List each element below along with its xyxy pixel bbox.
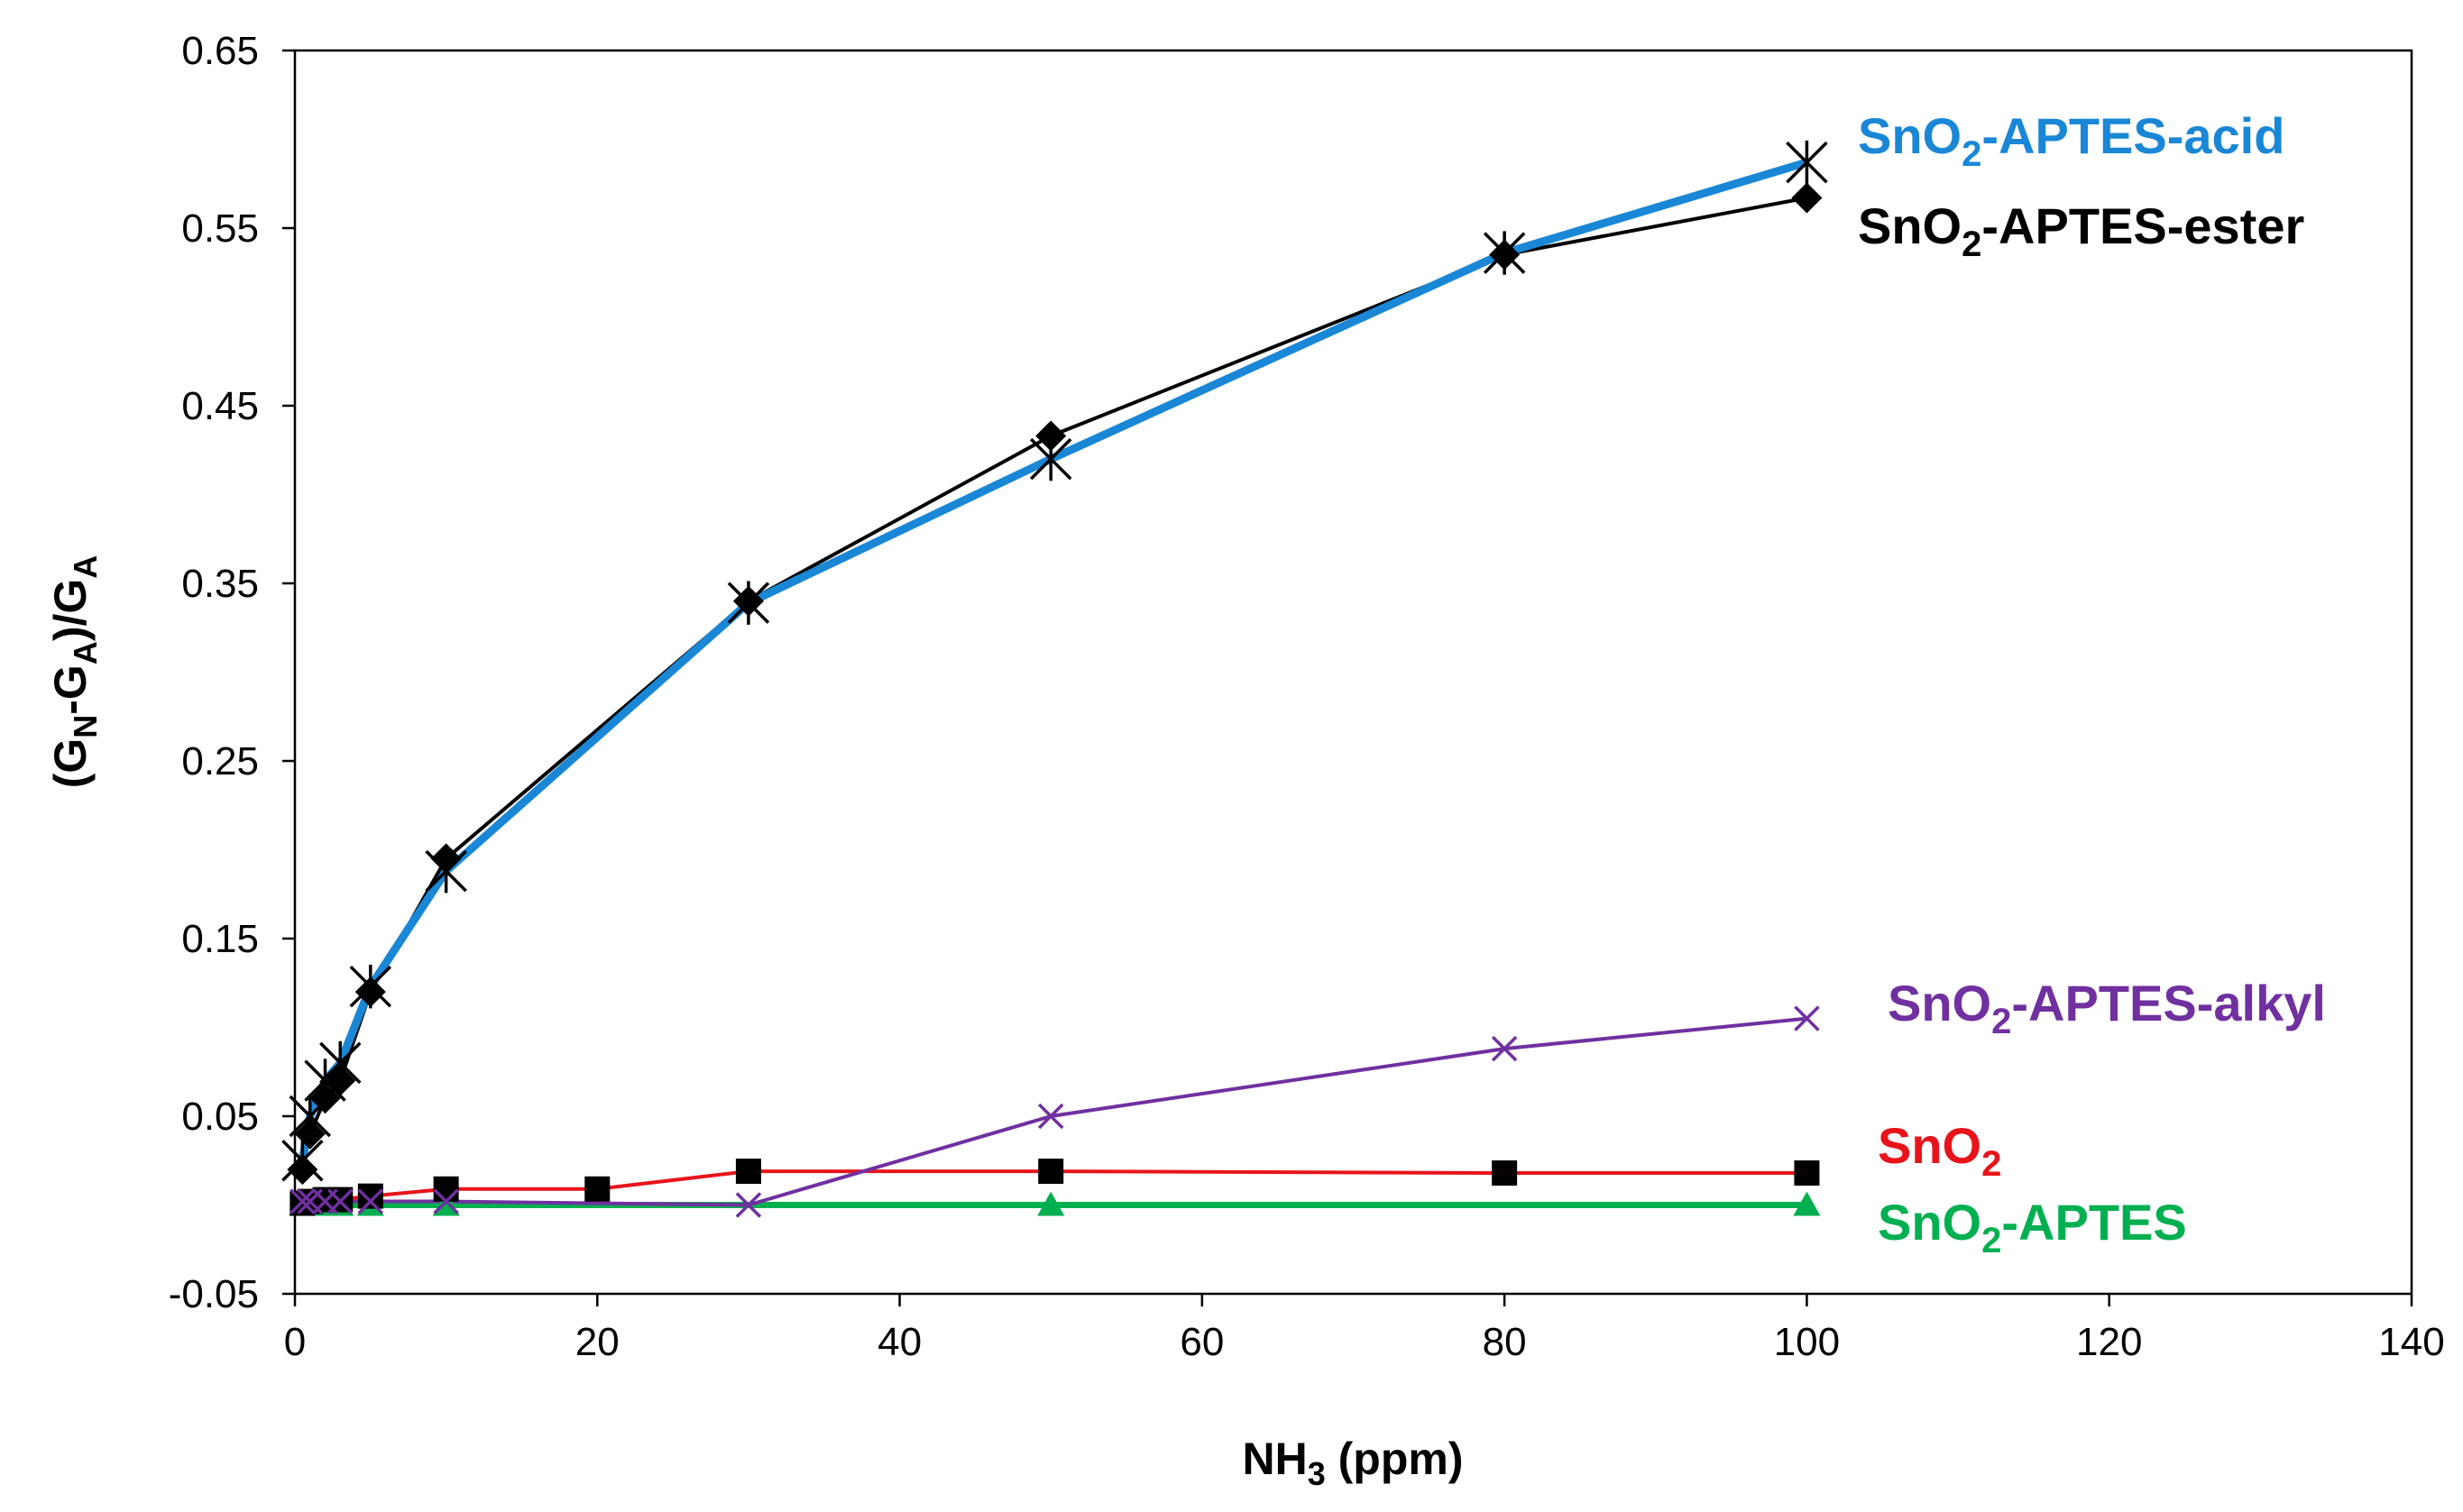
- x-tick-label: 0: [284, 1320, 306, 1364]
- y-tick-label: 0.05: [181, 1095, 259, 1139]
- x-tick-label: 140: [2378, 1320, 2444, 1364]
- y-tick-label: 0.25: [181, 739, 259, 783]
- y-tick-label: -0.05: [169, 1272, 259, 1316]
- marker-snO2-aptes-acid: [425, 848, 467, 893]
- x-tick-label: 80: [1483, 1320, 1527, 1364]
- marker-snO2-aptes-ester: [1035, 420, 1067, 452]
- y-axis-title: (GN-GA)/GA: [45, 555, 104, 789]
- marker-snO2-aptes-acid: [1029, 436, 1072, 481]
- marker-snO2-aptes-alkyl: [357, 1188, 384, 1214]
- marker-snO2-aptes-acid: [304, 1058, 346, 1103]
- y-tick-label: 0.15: [181, 917, 259, 961]
- marker-snO2: [735, 1159, 761, 1185]
- marker-snO2-aptes-alkyl: [735, 1192, 762, 1218]
- series-line-snO2-aptes-acid: [298, 158, 1808, 1162]
- y-tick-label: 0.55: [181, 206, 259, 251]
- marker-snO2-aptes-acid: [1483, 231, 1526, 275]
- y-tick-label: 0.35: [181, 562, 259, 606]
- x-tick-label: 60: [1180, 1320, 1224, 1364]
- marker-snO2: [1492, 1160, 1518, 1187]
- x-axis-title: NH3 (ppm): [1243, 1434, 1464, 1492]
- x-tick-label: 40: [878, 1320, 922, 1364]
- marker-snO2-aptes-acid: [349, 964, 392, 1009]
- marker-snO2: [433, 1176, 459, 1202]
- x-tick-label: 100: [1774, 1320, 1840, 1364]
- marker-snO2-aptes-alkyl: [1794, 1005, 1820, 1031]
- marker-snO2: [1794, 1160, 1820, 1187]
- label-snO2-aptes: SnO2-APTES: [1878, 1194, 2187, 1260]
- x-axis-ticks: 0 20 40 60 80 100 120 140: [284, 1294, 2445, 1364]
- label-snO2-aptes-acid: SnO2-APTES-acid: [1858, 107, 2284, 174]
- y-axis-ticks: -0.05 0.05 0.15 0.25 0.35 0.45 0.55 0.65: [169, 29, 295, 1316]
- x-tick-label: 20: [575, 1320, 620, 1364]
- y-tick-label: 0.65: [181, 29, 259, 73]
- series-lines: [298, 158, 1808, 1208]
- marker-snO2-aptes-acid: [319, 1040, 362, 1086]
- y-tick-label: 0.45: [181, 384, 259, 428]
- marker-snO2-aptes-acid: [727, 581, 770, 625]
- marker-snO2-aptes-alkyl: [433, 1188, 459, 1214]
- plot-frame: [293, 49, 2413, 1296]
- marker-snO2: [584, 1176, 611, 1202]
- marker-snO2-aptes-alkyl: [1037, 1103, 1064, 1130]
- marker-snO2-aptes-alkyl: [1491, 1035, 1518, 1062]
- marker-snO2-aptes-acid: [1786, 140, 1828, 185]
- series-line-snO2-aptes-ester: [300, 196, 1807, 1170]
- series-markers: [281, 140, 1828, 1218]
- marker-snO2-aptes-alkyl: [327, 1188, 354, 1214]
- label-snO2: SnO2: [1878, 1117, 2001, 1184]
- x-tick-label: 120: [2076, 1320, 2142, 1364]
- marker-snO2-aptes-alkyl: [289, 1188, 316, 1214]
- marker-snO2-aptes-ester: [1791, 182, 1823, 214]
- marker-snO2-aptes-acid: [289, 1094, 332, 1139]
- marker-snO2-aptes: [1793, 1191, 1821, 1216]
- marker-snO2: [1038, 1159, 1064, 1185]
- label-snO2-aptes-alkyl: SnO2-APTES-alkyl: [1888, 975, 2326, 1041]
- marker-snO2-aptes: [1037, 1191, 1065, 1216]
- marker-snO2: [357, 1183, 383, 1209]
- label-snO2-aptes-ester: SnO2-APTES-ester: [1858, 197, 2304, 264]
- marker-snO2-aptes-acid: [281, 1139, 324, 1183]
